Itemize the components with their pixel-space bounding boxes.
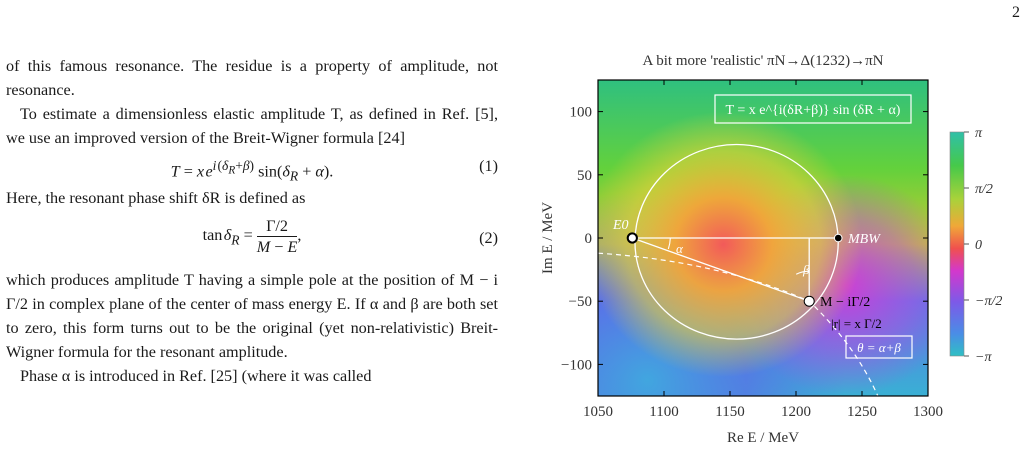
axis-ticks: 1050 1100 1150 1200 1250 1300 100 50 0 −50 −100 bbox=[561, 80, 943, 420]
paragraph-1: of this famous resonance. The residue is… bbox=[6, 57, 498, 99]
x-tick-label: 1250 bbox=[847, 404, 877, 420]
colorbar-tick-label: −π bbox=[975, 350, 992, 365]
x-tick-label: 1150 bbox=[715, 404, 744, 420]
colorbar bbox=[949, 131, 965, 357]
figure-title: A bit more 'realistic' πN→Δ(1232)→πN bbox=[643, 53, 884, 69]
x-tick-label: 1050 bbox=[583, 404, 613, 420]
alpha-arc bbox=[667, 237, 671, 250]
equation-1-body: T = x ei (δR+β) sin(δR + α). bbox=[170, 158, 334, 184]
x-tick-label: 1100 bbox=[649, 404, 678, 420]
paragraph-2: To estimate a dimensionless elastic ampl… bbox=[6, 105, 498, 147]
paragraph-4: which produces amplitude T having a simp… bbox=[6, 271, 498, 361]
y-tick-label: 50 bbox=[577, 168, 592, 184]
text-column: of this famous resonance. The residue is… bbox=[6, 54, 498, 388]
point-mbw bbox=[833, 233, 843, 243]
y-axis-label: Im E / MeV bbox=[540, 202, 556, 274]
plot-frame bbox=[597, 79, 929, 397]
phase-figure: A bit more 'realistic' πN→Δ(1232)→πN 105… bbox=[528, 40, 1028, 470]
label-beta: β bbox=[802, 262, 810, 277]
x-tick-label: 1300 bbox=[913, 404, 943, 420]
formula-box bbox=[714, 94, 912, 124]
formula-label: T = x e^{i(δR+β)} sin (δR + α) bbox=[726, 103, 901, 118]
chord-line bbox=[632, 237, 810, 302]
beta-arc bbox=[795, 270, 810, 275]
equation-2-body: tan δR = Γ/2 M − E, bbox=[202, 217, 302, 256]
colorbar-tick-label: π bbox=[975, 126, 983, 141]
colorbar-tick-label: −π/2 bbox=[975, 294, 1002, 309]
plot-overlay bbox=[597, 143, 879, 397]
equation-1-number: (1) bbox=[479, 157, 498, 175]
colorbar-tick-label: 0 bbox=[975, 238, 982, 253]
equation-1: T = x ei (δR+β) sin(δR + α). (1) bbox=[6, 154, 498, 184]
paragraph-5: Phase α is introduced in Ref. [25] (wher… bbox=[20, 367, 372, 385]
colorbar-ticks: π π/2 0 −π/2 −π bbox=[964, 126, 1002, 365]
equation-2-number: (2) bbox=[479, 229, 498, 247]
y-tick-label: −50 bbox=[569, 294, 592, 310]
colorbar-tick-label: π/2 bbox=[975, 182, 993, 197]
label-mbw: MBW bbox=[847, 232, 881, 247]
label-pole: M − iΓ/2 bbox=[820, 295, 870, 310]
paragraph-3: Here, the resonant phase shift δR is def… bbox=[6, 189, 306, 207]
x-axis-label: Re E / MeV bbox=[727, 430, 799, 446]
equation-2: tan δR = Γ/2 M − E, (2) bbox=[6, 214, 498, 264]
phase-plot-svg: A bit more 'realistic' πN→Δ(1232)→πN 105… bbox=[540, 53, 1002, 446]
point-pole bbox=[803, 295, 815, 307]
page-number: 2 bbox=[1012, 4, 1020, 21]
x-tick-label: 1200 bbox=[781, 404, 811, 420]
label-theta: θ = α+β bbox=[857, 340, 901, 355]
label-radius: |r| = x Γ/2 bbox=[831, 316, 882, 331]
label-e0: E0 bbox=[612, 218, 629, 233]
label-alpha: α bbox=[676, 241, 684, 256]
point-e0 bbox=[626, 232, 638, 244]
theta-box bbox=[845, 335, 913, 359]
y-tick-label: −100 bbox=[561, 357, 592, 373]
y-tick-label: 100 bbox=[570, 105, 593, 121]
y-tick-label: 0 bbox=[585, 231, 593, 247]
